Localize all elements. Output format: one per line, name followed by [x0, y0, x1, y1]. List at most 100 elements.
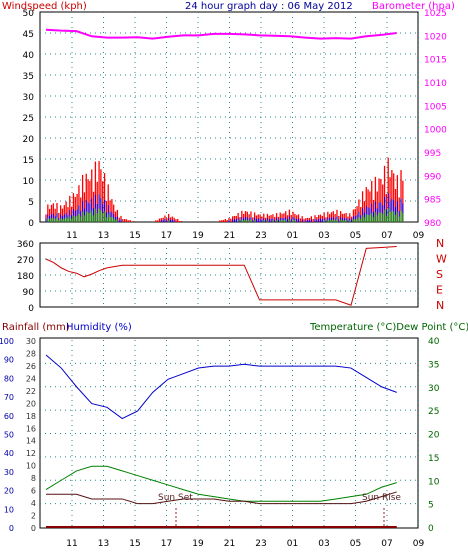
wind-x-tick: 17 [161, 231, 172, 241]
atm-x-tick: 17 [161, 539, 172, 549]
baro-y-tick: 980 [424, 219, 441, 229]
rain-y-tick: 24 [26, 374, 36, 383]
temp-y-tick: 5 [428, 501, 434, 511]
humidity-y-tick: 20 [4, 487, 14, 496]
rain-y-tick: 28 [26, 349, 36, 358]
rain-y-tick: 22 [26, 387, 36, 396]
baro-axis-title: Barometer (hpa) [372, 1, 455, 12]
rain-y-tick: 16 [26, 424, 36, 433]
temp-y-tick: 0 [428, 524, 434, 534]
wind-y-tick: 5 [28, 198, 34, 208]
temp-y-tick: 35 [428, 360, 439, 370]
atm-x-tick: 09 [413, 539, 425, 549]
compass-label: N [436, 237, 444, 250]
baro-y-tick: 1000 [424, 126, 447, 136]
wind-y-tick: 50 [23, 9, 35, 19]
temp-y-tick: 40 [428, 337, 440, 347]
dir-y-tick: 0 [28, 304, 34, 314]
temp-y-tick: 15 [428, 454, 439, 464]
wind-x-tick: 09 [413, 231, 425, 241]
compass-label: E [436, 284, 443, 297]
humidity-y-tick: 10 [4, 505, 14, 514]
sunset-label: Sun Set [158, 493, 193, 503]
atm-x-tick: 13 [98, 539, 109, 549]
wind-x-tick: 23 [255, 231, 266, 241]
wind-y-tick: 15 [23, 156, 34, 166]
wind-y-tick: 20 [23, 135, 35, 145]
dewpoint-line [46, 491, 397, 505]
rain-y-tick: 18 [26, 412, 36, 421]
dir-y-tick: 90 [23, 288, 35, 298]
rain-axis-title: Rainfall (mm) [2, 322, 70, 333]
rain-y-tick: 20 [26, 399, 36, 408]
sunrise-label: Sun Rise [362, 493, 401, 503]
rain-y-tick: 10 [26, 462, 36, 471]
temp-y-tick: 10 [428, 477, 440, 487]
atm-x-tick: 19 [192, 539, 204, 549]
wind-x-tick: 03 [318, 231, 329, 241]
humidity-line [45, 354, 397, 420]
wind-x-tick: 01 [287, 231, 298, 241]
wind-x-tick: 13 [98, 231, 109, 241]
dir-y-tick: 270 [17, 256, 34, 266]
dir-y-tick: 180 [17, 272, 34, 282]
temperature-line [45, 465, 397, 502]
atm-x-tick: 01 [287, 539, 298, 549]
wind-x-tick: 05 [350, 231, 361, 241]
atm-x-tick: 23 [255, 539, 266, 549]
direction-line [45, 246, 397, 306]
rain-y-tick: 14 [26, 437, 36, 446]
baro-y-tick: 1025 [424, 9, 447, 19]
barometer-line [45, 28, 397, 40]
rain-y-tick: 30 [26, 337, 36, 346]
dir-y-tick: 360 [17, 240, 34, 250]
compass-label: S [436, 268, 443, 281]
wind-y-tick: 45 [23, 30, 34, 40]
wind-y-tick: 30 [23, 93, 35, 103]
temp-y-tick: 20 [428, 431, 440, 441]
atm-x-tick: 03 [318, 539, 329, 549]
baro-y-tick: 985 [424, 196, 441, 206]
rain-y-tick: 26 [26, 362, 36, 371]
humidity-y-tick: 40 [4, 449, 14, 458]
temp-y-tick: 30 [428, 384, 440, 394]
atm-x-tick: 05 [350, 539, 361, 549]
rain-y-tick: 4 [31, 499, 36, 508]
humidity-y-tick: 30 [4, 468, 14, 477]
wind-y-tick: 10 [23, 177, 35, 187]
humidity-y-tick: 70 [4, 393, 14, 402]
atm-x-tick: 15 [129, 539, 140, 549]
humidity-y-tick: 80 [4, 374, 14, 383]
baro-y-tick: 1010 [424, 79, 447, 89]
wind-y-tick: 40 [23, 51, 35, 61]
atm-x-tick: 11 [66, 539, 77, 549]
baro-y-tick: 1015 [424, 56, 447, 66]
humidity-axis-title: Humidity (%) [66, 322, 132, 333]
baro-y-tick: 995 [424, 149, 441, 159]
rain-y-tick: 6 [31, 487, 36, 496]
wind-y-tick: 0 [28, 219, 34, 229]
atm-x-tick: 21 [224, 539, 235, 549]
temp-axis-title: Temperature (°C)Dew Point (°C) [309, 322, 468, 333]
humidity-y-tick: 60 [4, 412, 14, 421]
temp-y-tick: 25 [428, 407, 439, 417]
rain-y-tick: 8 [31, 474, 36, 483]
chart-title: 24 hour graph day : 06 May 2012 [185, 1, 353, 12]
baro-y-tick: 1005 [424, 102, 447, 112]
rain-y-tick: 2 [31, 512, 36, 521]
wind-y-tick: 25 [23, 114, 34, 124]
humidity-y-tick: 50 [4, 431, 14, 440]
humidity-y-tick: 90 [4, 356, 14, 365]
wind-x-tick: 21 [224, 231, 235, 241]
humidity-y-tick: 0 [9, 524, 14, 533]
baro-y-tick: 1020 [424, 32, 447, 42]
compass-label: W [436, 253, 447, 266]
compass-label: N [436, 299, 444, 312]
rain-y-tick: 12 [26, 449, 36, 458]
atm-x-tick: 07 [381, 539, 392, 549]
baro-y-tick: 990 [424, 172, 441, 182]
humidity-y-tick: 100 [0, 337, 14, 346]
wind-x-tick: 07 [381, 231, 392, 241]
